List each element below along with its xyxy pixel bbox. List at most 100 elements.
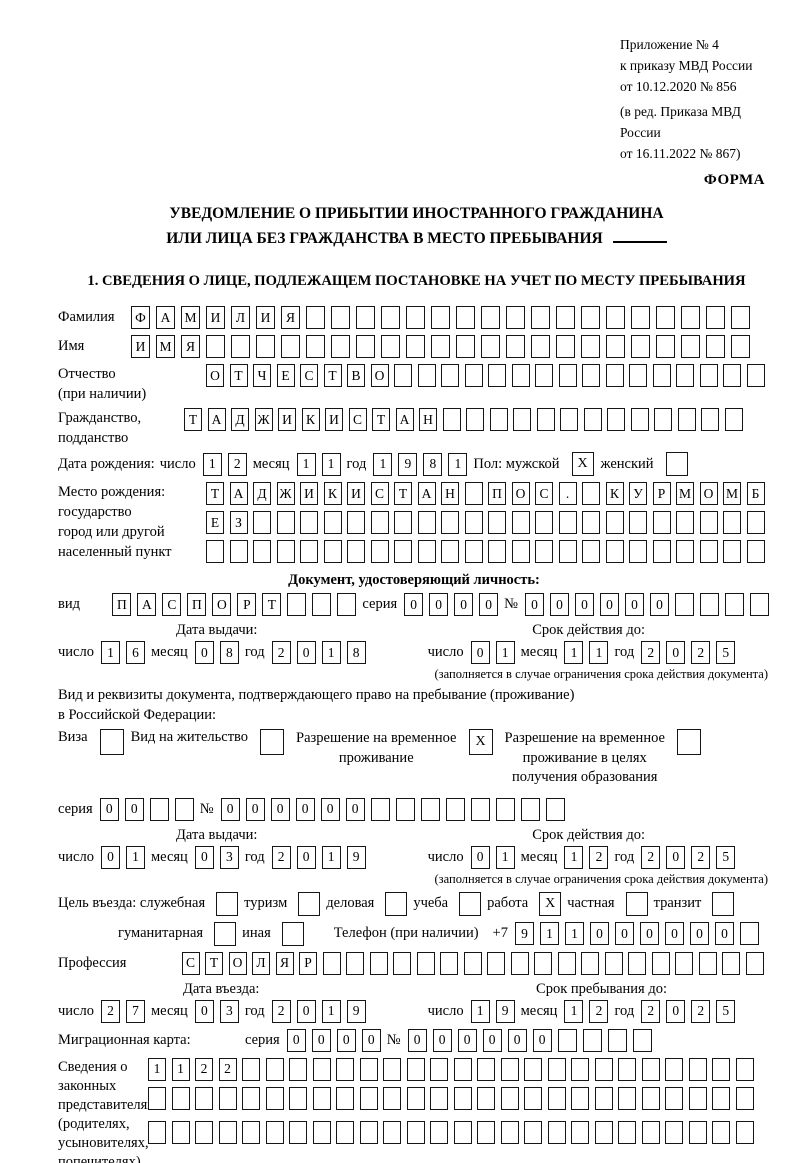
cell[interactable]: 7 bbox=[125, 999, 145, 1023]
cell[interactable]: С bbox=[348, 408, 367, 431]
cell[interactable] bbox=[652, 540, 671, 563]
cell[interactable] bbox=[735, 1086, 754, 1110]
cell[interactable]: 0 bbox=[614, 922, 634, 946]
cell[interactable]: 0 bbox=[429, 593, 449, 616]
cell[interactable] bbox=[487, 951, 505, 975]
cell[interactable] bbox=[746, 364, 765, 387]
cell[interactable] bbox=[630, 408, 649, 431]
cell[interactable] bbox=[746, 540, 765, 563]
cell[interactable] bbox=[665, 1057, 683, 1081]
cell[interactable] bbox=[322, 951, 341, 975]
cell[interactable]: О bbox=[228, 951, 247, 975]
cell[interactable]: 0 bbox=[650, 593, 669, 616]
cell[interactable] bbox=[513, 408, 531, 431]
cell[interactable] bbox=[677, 408, 696, 431]
cell[interactable] bbox=[171, 1086, 190, 1110]
cell[interactable]: Я bbox=[281, 306, 300, 329]
cell[interactable] bbox=[416, 951, 435, 975]
cell[interactable]: 0 bbox=[689, 922, 709, 946]
cell[interactable] bbox=[594, 1086, 613, 1110]
cell[interactable] bbox=[535, 540, 553, 563]
cell[interactable]: 2 bbox=[691, 999, 711, 1023]
purpose-study-checkbox[interactable] bbox=[459, 891, 482, 916]
cell[interactable]: 0 bbox=[432, 1028, 452, 1052]
cell[interactable]: 1 bbox=[100, 641, 120, 664]
cell[interactable] bbox=[571, 1120, 589, 1144]
cell[interactable] bbox=[722, 951, 740, 975]
cell[interactable] bbox=[242, 1057, 260, 1081]
cell[interactable] bbox=[712, 1086, 730, 1110]
cell[interactable]: С bbox=[535, 482, 553, 505]
cell[interactable]: 2 bbox=[589, 845, 609, 869]
cell[interactable]: И bbox=[325, 408, 343, 431]
cell[interactable] bbox=[511, 540, 530, 563]
cell[interactable] bbox=[556, 306, 575, 329]
cell[interactable] bbox=[681, 306, 700, 329]
cell[interactable] bbox=[369, 951, 388, 975]
cell[interactable] bbox=[654, 408, 672, 431]
cell[interactable] bbox=[453, 1057, 472, 1081]
cell[interactable] bbox=[506, 306, 525, 329]
cell[interactable]: 1 bbox=[171, 1057, 190, 1081]
cell[interactable] bbox=[406, 1120, 425, 1144]
cell[interactable] bbox=[300, 511, 318, 534]
purpose-private-checkbox[interactable] bbox=[625, 891, 648, 916]
cell[interactable]: 2 bbox=[271, 641, 291, 664]
cell[interactable] bbox=[287, 593, 307, 616]
cell[interactable]: 2 bbox=[641, 999, 661, 1023]
cell[interactable] bbox=[582, 540, 600, 563]
cell[interactable] bbox=[417, 364, 436, 387]
cell[interactable] bbox=[383, 1086, 401, 1110]
cell[interactable] bbox=[618, 1086, 636, 1110]
cell[interactable] bbox=[381, 306, 400, 329]
cell[interactable] bbox=[265, 1057, 284, 1081]
cell[interactable] bbox=[656, 335, 675, 358]
cell[interactable]: С bbox=[181, 951, 200, 975]
cell[interactable] bbox=[265, 1120, 284, 1144]
cell[interactable]: 1 bbox=[564, 922, 584, 946]
cell[interactable]: Ч bbox=[253, 364, 271, 387]
cell[interactable] bbox=[510, 951, 529, 975]
cell[interactable] bbox=[289, 1086, 307, 1110]
cell[interactable]: 0 bbox=[525, 593, 544, 616]
cell[interactable] bbox=[605, 540, 624, 563]
cell[interactable] bbox=[420, 797, 440, 821]
cell[interactable] bbox=[629, 540, 647, 563]
cell[interactable] bbox=[583, 408, 602, 431]
cell[interactable]: 5 bbox=[716, 999, 736, 1023]
cell[interactable]: П bbox=[112, 593, 132, 616]
cell[interactable] bbox=[289, 1120, 307, 1144]
cell[interactable] bbox=[500, 1120, 519, 1144]
cell[interactable] bbox=[383, 1057, 401, 1081]
cell[interactable]: 0 bbox=[245, 797, 265, 821]
cell[interactable]: И bbox=[131, 335, 150, 358]
cell[interactable] bbox=[430, 1120, 448, 1144]
cell[interactable] bbox=[312, 593, 332, 616]
cell[interactable] bbox=[701, 408, 719, 431]
cell[interactable] bbox=[723, 540, 741, 563]
cell[interactable]: П bbox=[187, 593, 207, 616]
cell[interactable] bbox=[618, 1057, 636, 1081]
cell[interactable] bbox=[289, 1057, 307, 1081]
cell[interactable] bbox=[535, 364, 553, 387]
cell[interactable]: 0 bbox=[311, 1028, 331, 1052]
cell[interactable]: Л bbox=[231, 306, 250, 329]
cell[interactable] bbox=[331, 335, 350, 358]
cell[interactable] bbox=[735, 1120, 754, 1144]
cell[interactable]: 9 bbox=[495, 999, 515, 1023]
cell[interactable] bbox=[242, 1086, 260, 1110]
cell[interactable]: С bbox=[370, 482, 389, 505]
cell[interactable] bbox=[675, 593, 694, 616]
cell[interactable] bbox=[641, 1057, 660, 1081]
cell[interactable]: 1 bbox=[564, 999, 584, 1023]
cell[interactable] bbox=[558, 364, 577, 387]
cell[interactable] bbox=[149, 797, 169, 821]
cell[interactable] bbox=[336, 1120, 354, 1144]
cell[interactable] bbox=[306, 335, 325, 358]
cell[interactable] bbox=[735, 1057, 754, 1081]
cell[interactable] bbox=[431, 335, 450, 358]
cell[interactable]: Т bbox=[184, 408, 202, 431]
cell[interactable] bbox=[605, 364, 624, 387]
cell[interactable] bbox=[594, 1120, 613, 1144]
cell[interactable] bbox=[676, 540, 694, 563]
